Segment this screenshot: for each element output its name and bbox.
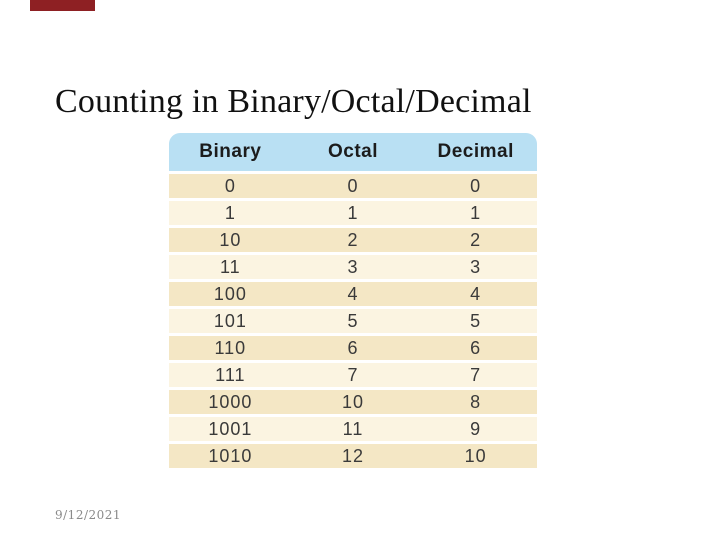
table-cell: 2 [347,229,359,250]
table-row: 101 5 5 [169,309,537,333]
table-cell: 5 [470,310,482,331]
table-cell: 3 [470,256,482,277]
table-cell: 111 [215,364,246,385]
table-cell: 7 [347,364,359,385]
table-cell: 4 [470,283,482,304]
table-row: 111 7 7 [169,363,537,387]
table-row: 1001 11 9 [169,417,537,441]
table-cell: 1010 [208,445,253,466]
table-cell: 0 [224,175,236,196]
table-cell: 0 [347,175,359,196]
table-cell: 1 [470,202,482,223]
table-cell: 1000 [208,391,253,412]
page-title: Counting in Binary/Octal/Decimal [55,82,532,120]
table-header-row: Binary Octal Decimal [169,133,537,171]
table-cell: 11 [342,418,364,439]
table-cell: 7 [470,364,482,385]
table-body: 0 0 0 1 1 1 10 2 2 11 3 3 100 4 4 101 5 5 110 6 6 111 7 7 1000 10… [169,174,537,468]
table-cell: 3 [347,256,359,277]
table-cell: 6 [347,337,359,358]
table-cell: 2 [470,229,482,250]
table-row: 1 1 1 [169,201,537,225]
table-cell: 6 [470,337,482,358]
table-row: 0 0 0 [169,174,537,198]
table-row: 110 6 6 [169,336,537,360]
footer-date: 9/12/2021 [55,508,122,522]
number-systems-table: Binary Octal Decimal 0 0 0 1 1 1 10 2 2 11 3 3 100 4 4… [169,133,537,468]
table-row: 1010 12 10 [169,444,537,468]
table-cell: 110 [214,337,247,358]
column-header-octal: Octal [327,141,379,162]
table-row: 1000 10 8 [169,390,537,414]
table-cell: 8 [470,391,482,412]
table-cell: 12 [341,445,365,466]
table-cell: 101 [213,310,247,331]
table-cell: 5 [347,310,359,331]
table-row: 11 3 3 [169,255,537,279]
table-cell: 10 [219,229,242,250]
table-cell: 1 [224,202,236,223]
table-cell: 10 [341,391,365,412]
table-cell: 9 [470,418,482,439]
table-row: 100 4 4 [169,282,537,306]
column-header-binary: Binary [199,141,262,162]
table-cell: 0 [470,175,482,196]
column-header-decimal: Decimal [437,141,514,162]
table-row: 10 2 2 [169,228,537,252]
table-cell: 11 [219,256,241,277]
table-cell: 1001 [208,418,253,439]
theme-accent-bar [30,0,95,11]
table-cell: 4 [347,283,359,304]
table-cell: 10 [464,445,487,466]
table-cell: 1 [347,202,359,223]
table-cell: 100 [213,283,247,304]
